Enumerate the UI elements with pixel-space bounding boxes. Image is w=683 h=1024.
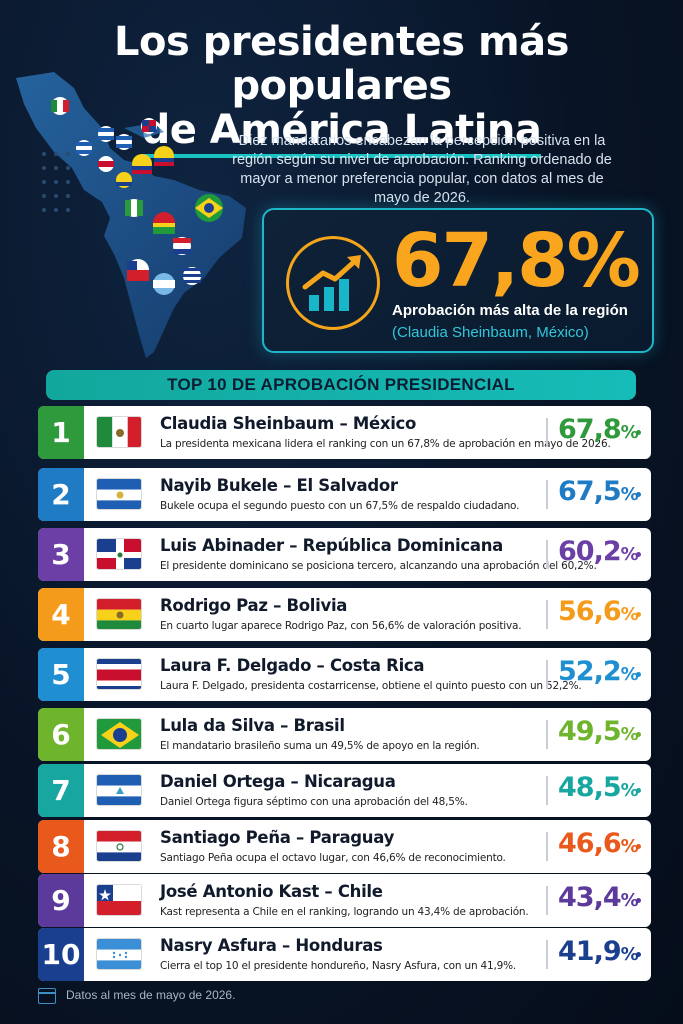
president-name: Laura F. Delgado – Costa Rica — [160, 656, 425, 675]
rank-number: 4 — [38, 588, 84, 641]
president-description: Cierra el top 10 el presidente hondureño… — [160, 960, 517, 972]
growth-chart-icon — [286, 236, 380, 330]
president-description: Daniel Ortega figura séptimo con una apr… — [160, 796, 468, 808]
footer-note: Datos al mes de mayo de 2026. — [38, 988, 235, 1004]
president-description: Laura F. Delgado, presidenta costarricen… — [160, 680, 582, 692]
rank-number: 3 — [38, 528, 84, 581]
president-name: Lula da Silva – Brasil — [160, 716, 345, 735]
divider — [546, 940, 548, 969]
rank-number: 7 — [38, 764, 84, 817]
dot-icon — [636, 492, 641, 497]
president-description: Bukele ocupa el segundo puesto con un 67… — [160, 500, 520, 512]
ranking-row-3: 3 Luis Abinader – República Dominicana E… — [38, 528, 651, 581]
brazil-flag-icon — [96, 718, 142, 750]
ranking-row-7: 7 Daniel Ortega – Nicaragua Daniel Orteg… — [38, 764, 651, 817]
rank-number: 5 — [38, 648, 84, 701]
dot-icon — [636, 612, 641, 617]
president-name: Luis Abinader – República Dominicana — [160, 536, 503, 555]
ranking-banner: TOP 10 DE APROBACIÓN PRESIDENCIAL — [46, 370, 636, 400]
approval-value: 52,2% — [558, 656, 639, 687]
divider — [546, 886, 548, 915]
dot-icon — [636, 732, 641, 737]
approval-value: 41,9% — [558, 936, 639, 967]
president-name: José Antonio Kast – Chile — [160, 882, 383, 901]
divider — [546, 832, 548, 861]
president-description: Kast representa a Chile en el ranking, l… — [160, 906, 529, 918]
dot-icon — [636, 952, 641, 957]
honduras-flag-icon — [96, 938, 142, 970]
ranking-row-6: 6 Lula da Silva – Brasil El mandatario b… — [38, 708, 651, 761]
approval-value: 67,5% — [558, 476, 639, 507]
dot-icon — [636, 672, 641, 677]
dominican-republic-flag-icon — [96, 538, 142, 570]
dot-icon — [636, 898, 641, 903]
president-description: La presidenta mexicana lidera el ranking… — [160, 438, 611, 450]
rank-number: 9 — [38, 874, 84, 927]
latin-america-map-icon — [16, 72, 246, 358]
president-description: El mandatario brasileño suma un 49,5% de… — [160, 740, 480, 752]
president-name: Santiago Peña – Paraguay — [160, 828, 395, 847]
page-title: Los presidentes más populares de América… — [0, 20, 683, 158]
bolivia-flag-icon — [96, 598, 142, 630]
chile-flag-icon — [96, 884, 142, 916]
approval-value: 60,2% — [558, 536, 639, 567]
dot-icon — [636, 552, 641, 557]
dot-icon — [636, 430, 641, 435]
approval-value: 67,8% — [558, 414, 639, 445]
divider — [546, 600, 548, 629]
approval-value: 46,6% — [558, 828, 639, 859]
mexico-flag-icon — [96, 416, 142, 448]
el-salvador-flag-icon — [96, 478, 142, 510]
rank-number: 2 — [38, 468, 84, 521]
approval-value: 56,6% — [558, 596, 639, 627]
president-name: Rodrigo Paz – Bolivia — [160, 596, 348, 615]
approval-value: 49,5% — [558, 716, 639, 747]
ranking-row-4: 4 Rodrigo Paz – Bolivia En cuarto lugar … — [38, 588, 651, 641]
approval-value: 48,5% — [558, 772, 639, 803]
president-name: Claudia Sheinbaum – México — [160, 414, 417, 433]
ranking-row-10: 10 Nasry Asfura – Honduras Cierra el top… — [38, 928, 651, 981]
president-description: En cuarto lugar aparece Rodrigo Paz, con… — [160, 620, 522, 632]
dot-icon — [636, 844, 641, 849]
title-line-2: de América Latina — [141, 108, 542, 158]
divider — [546, 720, 548, 749]
president-name: Nayib Bukele – El Salvador — [160, 476, 398, 495]
ranking-row-5: 5 Laura F. Delgado – Costa Rica Laura F.… — [38, 648, 651, 701]
rank-number: 6 — [38, 708, 84, 761]
divider — [546, 776, 548, 805]
rank-number: 8 — [38, 820, 84, 873]
ranking-row-9: 9 José Antonio Kast – Chile Kast represe… — [38, 874, 651, 927]
president-name: Nasry Asfura – Honduras — [160, 936, 383, 955]
highlight-card: 67,8% Aprobación más alta de la región (… — [262, 208, 654, 353]
dot-icon — [636, 788, 641, 793]
ranking-row-8: 8 Santiago Peña – Paraguay Santiago Peña… — [38, 820, 651, 873]
president-description: El presidente dominicano se posiciona te… — [160, 560, 597, 572]
decorative-dots-icon — [42, 152, 70, 212]
highlight-value: 67,8% — [392, 218, 641, 304]
president-name: Daniel Ortega – Nicaragua — [160, 772, 396, 791]
highlight-label: Aprobación más alta de la región — [392, 302, 628, 319]
rank-number: 10 — [38, 928, 84, 981]
approval-value: 43,4% — [558, 882, 639, 913]
president-description: Santiago Peña ocupa el octavo lugar, con… — [160, 852, 506, 864]
ranking-row-2: 2 Nayib Bukele – El Salvador Bukele ocup… — [38, 468, 651, 521]
rank-number: 1 — [38, 406, 84, 459]
divider — [546, 540, 548, 569]
nicaragua-flag-icon — [96, 774, 142, 806]
title-line-1: Los presidentes más populares — [114, 19, 569, 109]
divider — [546, 480, 548, 509]
highlight-subtext: (Claudia Sheinbaum, México) — [392, 324, 589, 341]
calendar-icon — [38, 988, 56, 1004]
costa-rica-flag-icon — [96, 658, 142, 690]
paraguay-flag-icon — [96, 830, 142, 862]
divider — [546, 660, 548, 689]
ranking-row-1: 1 Claudia Sheinbaum – México La presiden… — [38, 406, 651, 459]
subtitle: Diez mandatarios encabezan la percepción… — [232, 133, 612, 206]
divider — [546, 418, 548, 447]
